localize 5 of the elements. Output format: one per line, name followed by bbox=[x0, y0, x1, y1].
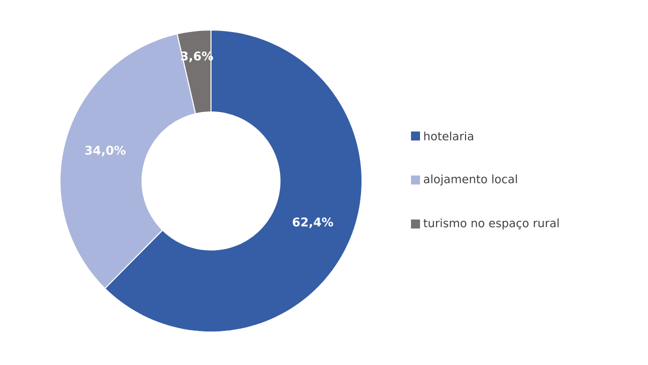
legend-label: hotelaria bbox=[424, 132, 474, 140]
data-label: 62,4% bbox=[292, 217, 334, 228]
data-label: 34,0% bbox=[85, 146, 126, 156]
legend-label: turismo no espaço rural bbox=[424, 218, 559, 230]
legend-label: alojamento local bbox=[424, 174, 517, 186]
